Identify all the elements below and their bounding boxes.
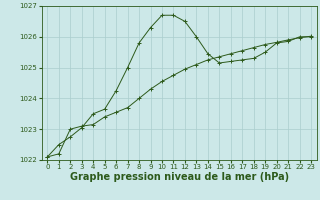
X-axis label: Graphe pression niveau de la mer (hPa): Graphe pression niveau de la mer (hPa) <box>70 172 289 182</box>
